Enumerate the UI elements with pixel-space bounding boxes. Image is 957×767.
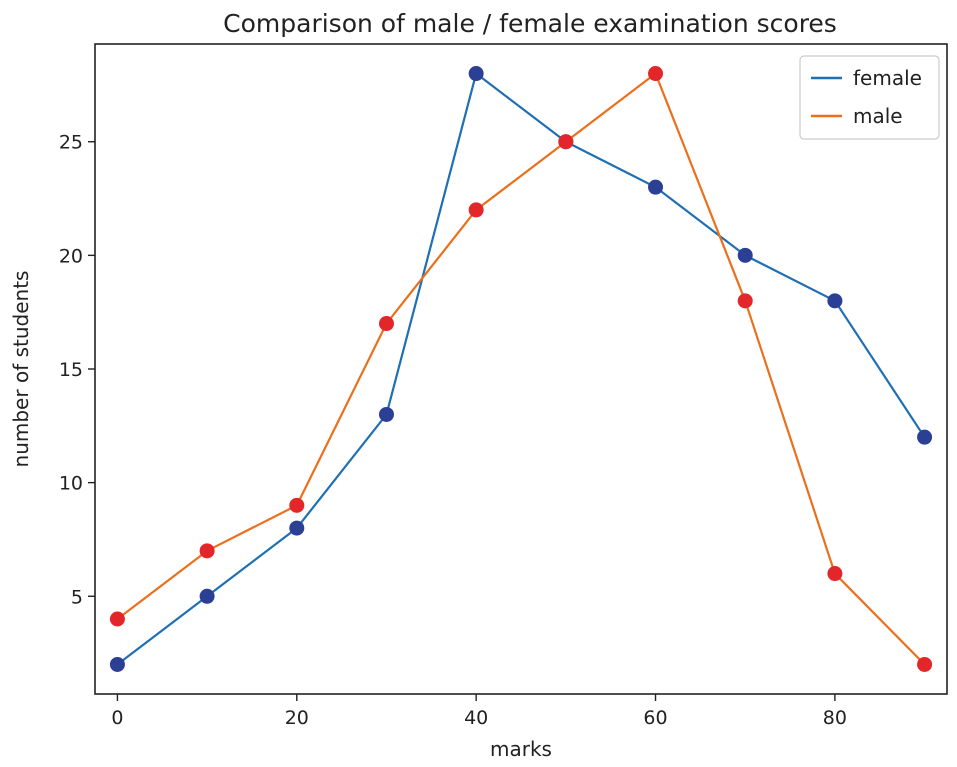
legend-label-female: female <box>853 66 922 90</box>
female-point <box>648 179 664 195</box>
female-line <box>116 72 926 666</box>
plot-area-frame <box>94 43 948 695</box>
male-point <box>648 66 664 82</box>
male-point <box>917 656 933 672</box>
y-tick-label: 25 <box>59 132 83 154</box>
x-tick-label: 40 <box>464 707 488 729</box>
series-female <box>109 66 933 672</box>
x-axis-label: marks <box>490 737 552 761</box>
y-axis: 5 10 15 20 25 <box>59 132 95 608</box>
female-point <box>917 429 933 445</box>
male-point <box>468 202 484 218</box>
male-point <box>827 566 843 582</box>
male-point <box>558 134 574 150</box>
male-point <box>737 293 753 309</box>
y-tick-label: 20 <box>59 245 83 267</box>
x-tick-label: 80 <box>823 707 847 729</box>
female-point <box>199 588 215 604</box>
female-point <box>737 247 753 263</box>
y-tick-label: 5 <box>71 586 83 608</box>
male-point <box>289 497 305 513</box>
male-point <box>378 316 394 332</box>
male-point <box>109 611 125 627</box>
x-tick-label: 60 <box>643 707 667 729</box>
series-male <box>109 66 933 672</box>
female-point <box>378 406 394 422</box>
x-tick-label: 0 <box>111 707 123 729</box>
male-line <box>116 72 926 666</box>
legend-box <box>799 55 940 140</box>
series-layer <box>109 66 933 672</box>
female-point <box>468 66 484 82</box>
male-point <box>199 543 215 559</box>
y-axis-label: number of students <box>9 271 33 468</box>
female-point <box>109 656 125 672</box>
y-tick-label: 15 <box>59 359 83 381</box>
x-axis: 0 20 40 60 80 <box>111 694 847 729</box>
female-point <box>289 520 305 536</box>
chart-title: Comparison of male / female examination … <box>223 9 837 38</box>
legend-label-male: male <box>853 104 903 128</box>
legend: female male <box>799 55 940 140</box>
female-point <box>827 293 843 309</box>
x-tick-label: 20 <box>285 707 309 729</box>
y-tick-label: 10 <box>59 473 83 495</box>
